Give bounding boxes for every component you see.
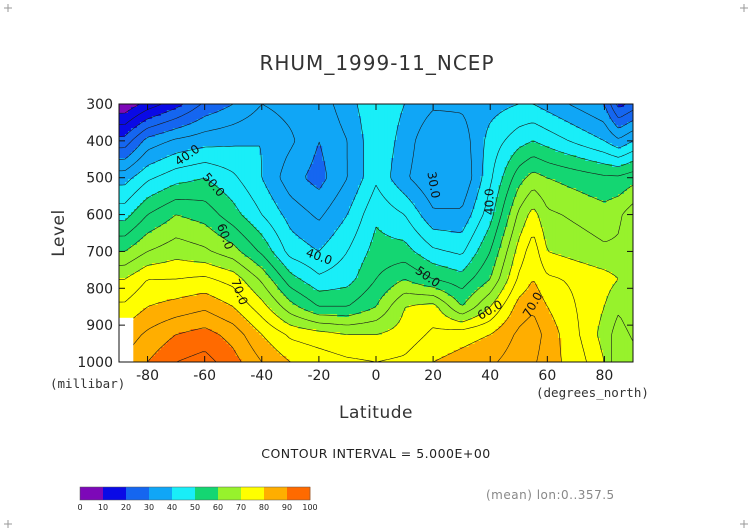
crop-mark-top-left xyxy=(4,4,12,12)
heatmap-cells xyxy=(119,104,634,363)
crop-mark-top-right xyxy=(740,4,748,12)
crop-mark-bottom-right xyxy=(740,520,748,528)
crop-mark-bottom-left xyxy=(4,520,12,528)
plot-area: 40.050.060.070.040.030.050.040.060.0 70.0 xyxy=(119,104,634,363)
chart-title: RHUM_1999-11_NCEP xyxy=(259,51,494,75)
